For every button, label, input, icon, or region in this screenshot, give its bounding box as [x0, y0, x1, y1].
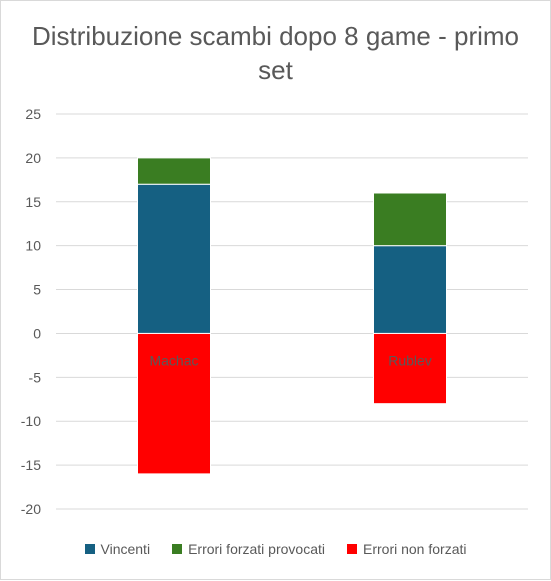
- y-tick-label: 5: [33, 282, 41, 298]
- bar-segment: [137, 332, 211, 475]
- legend-item: Errori non forzati: [347, 539, 466, 559]
- y-tick-label: 0: [33, 325, 41, 341]
- y-tick-label: 20: [25, 150, 41, 166]
- x-category-label: Rublev: [388, 352, 432, 368]
- y-tick-label: 10: [25, 238, 41, 254]
- y-tick-label: -15: [21, 457, 41, 473]
- y-tick-label: -5: [29, 369, 42, 385]
- bar-segment: [373, 192, 447, 247]
- chart-legend: Vincenti Errori forzati provocati Errori n…: [1, 539, 550, 559]
- legend-item: Errori forzati provocati: [172, 539, 325, 559]
- y-tick-label: 25: [25, 106, 41, 122]
- bar-segment: [137, 183, 211, 334]
- legend-swatch: [84, 544, 95, 554]
- y-tick-label: 15: [25, 194, 41, 210]
- y-tick-label: -20: [21, 501, 41, 517]
- bar-segment: [137, 157, 211, 185]
- legend-label: Errori forzati provocati: [188, 541, 325, 557]
- y-tick-label: -10: [21, 413, 41, 429]
- legend-label: Errori non forzati: [363, 541, 467, 557]
- legend-swatch: [347, 544, 357, 554]
- x-category-label: Machac: [149, 352, 198, 368]
- legend-swatch: [172, 544, 183, 554]
- bar-segment: [373, 332, 447, 405]
- bar-segment: [373, 245, 447, 334]
- legend-item: Vincenti: [84, 539, 151, 559]
- legend-label: Vincenti: [100, 541, 151, 557]
- chart-title: Distribuzione scambi dopo 8 game - primo…: [32, 21, 519, 85]
